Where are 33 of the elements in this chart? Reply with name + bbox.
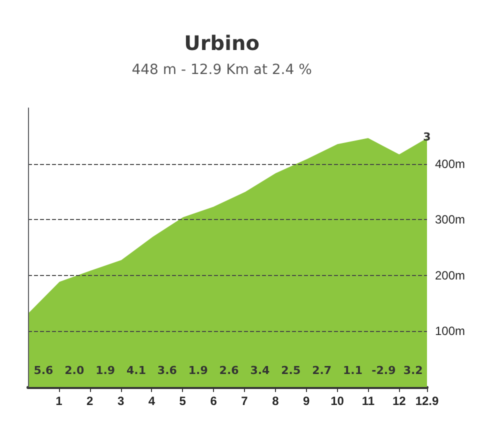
x-tick-label: 12.9: [415, 394, 439, 408]
x-tick-label: 8: [272, 394, 280, 408]
annotation: 5.6: [34, 364, 54, 377]
annotation: 3: [423, 130, 431, 144]
annotation: 1.1: [343, 364, 363, 377]
x-tick-label: 5: [179, 394, 186, 408]
annotation: 2.5: [281, 364, 301, 377]
x-tick-label: 12: [392, 394, 406, 408]
annotation: 2.6: [219, 364, 240, 377]
x-tick-label: 2: [86, 394, 94, 408]
annotation: 3.6: [157, 364, 178, 377]
annotation: 1.9: [188, 364, 208, 377]
x-tick-label: 4: [148, 394, 156, 408]
y-tick-label: 200m: [435, 268, 466, 282]
annotation: -2.9: [372, 364, 396, 377]
annotation: 2.7: [312, 364, 332, 377]
y-tick-label: 300m: [435, 212, 466, 227]
x-tick-label: 11: [362, 394, 375, 408]
chart-subtitle: 448 m - 12.9 Km at 2.4 %: [132, 62, 312, 78]
x-tick-label: 6: [210, 394, 218, 408]
annotation: 3.2: [403, 364, 423, 377]
y-tick-label: 400m: [435, 156, 466, 171]
x-tick-label: 1: [56, 394, 63, 408]
annotation: 2.0: [64, 364, 84, 377]
annotation: 1.9: [96, 364, 116, 377]
x-tick-label: 10: [330, 394, 344, 408]
annotation: 3.4: [250, 364, 270, 377]
chart-title: Urbino: [184, 31, 260, 55]
x-tick-label: 3: [117, 394, 124, 408]
y-tick-label: 100m: [435, 324, 466, 338]
annotation: 4.1: [126, 364, 146, 377]
x-tick-label: 7: [241, 394, 248, 408]
x-tick-label: 9: [303, 394, 310, 408]
